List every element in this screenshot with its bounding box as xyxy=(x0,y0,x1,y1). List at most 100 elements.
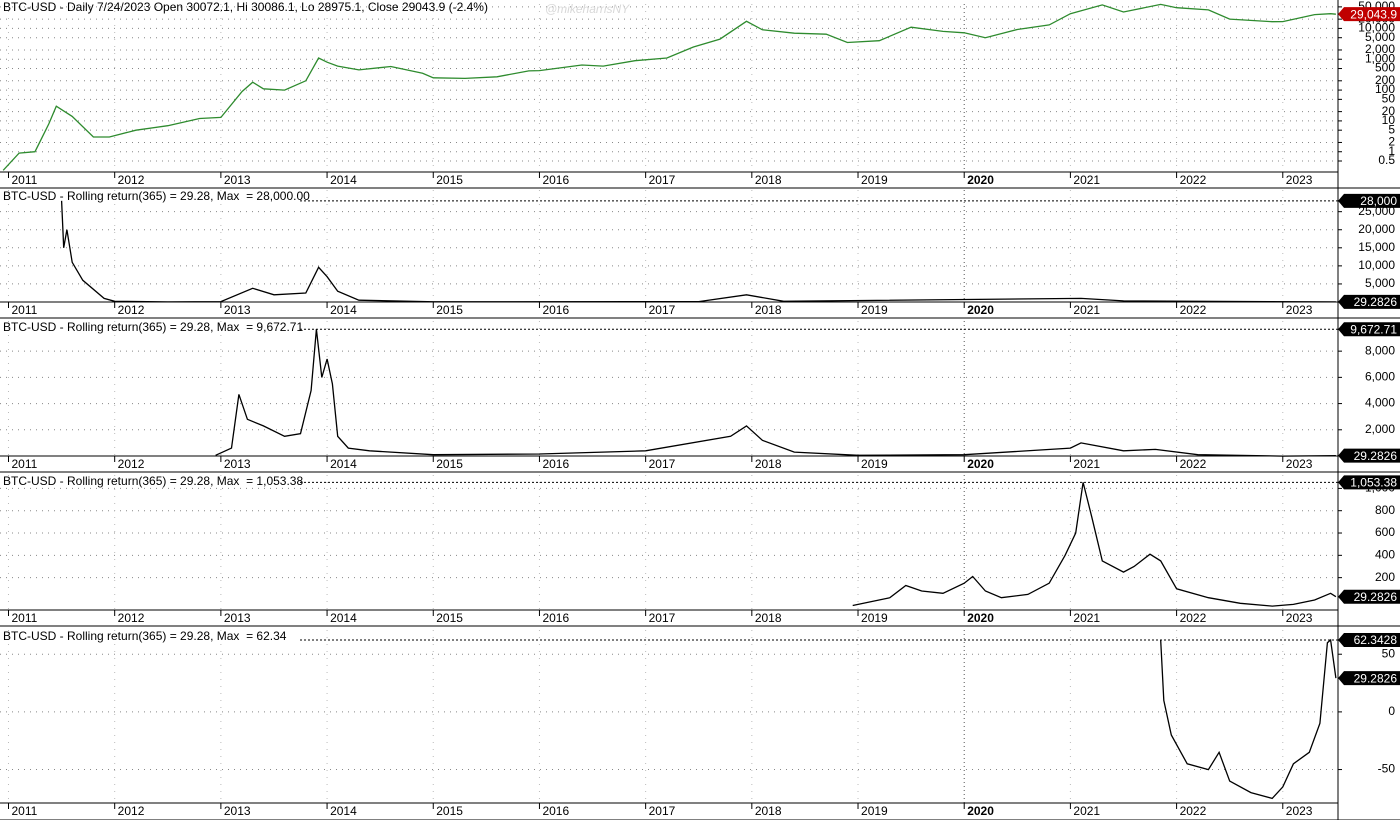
x-tick-label: 2011 xyxy=(11,804,37,818)
x-tick-label: 2019 xyxy=(861,303,888,317)
y-tick-label: 20 xyxy=(1382,104,1396,118)
x-tick-label: 2022 xyxy=(1180,611,1207,625)
y-tick-label: 5,000 xyxy=(1365,276,1395,290)
x-tick-label: 2014 xyxy=(330,804,357,818)
y-tick-label: 1 xyxy=(1388,144,1395,158)
x-tick-label: 2016 xyxy=(542,303,569,317)
value-box xyxy=(1338,322,1400,337)
panel-title: BTC-USD - Rolling return(365) = 29.28, M… xyxy=(3,189,310,203)
x-tick-label: 2013 xyxy=(224,457,251,471)
value-label: 28,000 xyxy=(1360,194,1397,208)
x-tick-label: 2020 xyxy=(967,173,994,187)
x-tick-label: 2012 xyxy=(118,804,145,818)
x-tick-label: 2017 xyxy=(649,804,676,818)
value-box xyxy=(1338,589,1400,604)
x-tick-label: 2023 xyxy=(1286,611,1313,625)
x-tick-label: 2019 xyxy=(861,457,888,471)
x-tick-label: 2015 xyxy=(436,611,463,625)
value-label: 29.2826 xyxy=(1354,671,1398,685)
y-tick-label: 8,000 xyxy=(1365,343,1395,357)
y-tick-label: 5 xyxy=(1388,122,1395,136)
x-tick-label: 2020 xyxy=(967,804,994,818)
price-line xyxy=(215,329,1336,457)
price-line xyxy=(60,200,1336,303)
x-tick-label: 2019 xyxy=(861,804,888,818)
x-tick-label: 2020 xyxy=(967,611,994,625)
x-tick-label: 2014 xyxy=(330,457,357,471)
x-tick-label: 2017 xyxy=(649,173,676,187)
x-tick-label: 2015 xyxy=(436,804,463,818)
x-tick-label: 2023 xyxy=(1286,457,1313,471)
x-tick-label: 2016 xyxy=(542,173,569,187)
y-tick-label: 0 xyxy=(1388,704,1395,718)
x-tick-label: 2017 xyxy=(649,303,676,317)
panel-title: BTC-USD - Daily 7/24/2023 Open 30072.1, … xyxy=(3,0,488,14)
y-tick-label: 2 xyxy=(1388,135,1395,149)
x-tick-label: 2018 xyxy=(755,611,782,625)
y-tick-label: 10 xyxy=(1382,113,1396,127)
value-box xyxy=(1338,448,1400,463)
x-tick-label: 2016 xyxy=(542,804,569,818)
value-label: 29.2826 xyxy=(1354,449,1398,463)
x-tick-label: 2022 xyxy=(1180,457,1207,471)
price-line xyxy=(1160,638,1337,800)
x-tick-label: 2015 xyxy=(436,173,463,187)
x-tick-label: 2014 xyxy=(330,611,357,625)
y-tick-label: 100 xyxy=(1375,82,1395,96)
value-box xyxy=(1338,671,1400,686)
y-tick-label: 2,000 xyxy=(1365,42,1395,56)
x-tick-label: 2012 xyxy=(118,611,145,625)
x-tick-label: 2016 xyxy=(542,611,569,625)
value-box xyxy=(1338,193,1400,208)
x-tick-label: 2015 xyxy=(436,303,463,317)
value-box xyxy=(1338,475,1400,490)
x-tick-label: 2011 xyxy=(11,303,37,317)
y-tick-label: 500 xyxy=(1375,61,1395,75)
value-label: 9,672.71 xyxy=(1350,322,1397,336)
y-tick-label: 0.5 xyxy=(1378,153,1395,167)
y-tick-label: 400 xyxy=(1375,548,1395,562)
y-tick-label: 200 xyxy=(1375,73,1395,87)
price-line xyxy=(852,482,1337,607)
x-tick-label: 2013 xyxy=(224,303,251,317)
value-label: 1,053.38 xyxy=(1350,476,1397,490)
x-tick-label: 2020 xyxy=(967,457,994,471)
x-tick-label: 2013 xyxy=(224,173,251,187)
x-tick-label: 2016 xyxy=(542,457,569,471)
value-label: 62.3428 xyxy=(1354,633,1398,647)
value-label: 29.2826 xyxy=(1354,590,1398,604)
panel-title: BTC-USD - Rolling return(365) = 29.28, M… xyxy=(3,474,303,488)
y-tick-label: 6,000 xyxy=(1365,370,1395,384)
x-tick-label: 2012 xyxy=(118,173,145,187)
panel-title: BTC-USD - Rolling return(365) = 29.28, M… xyxy=(3,320,303,334)
x-tick-label: 2011 xyxy=(11,457,37,471)
x-tick-label: 2018 xyxy=(755,804,782,818)
x-tick-label: 2015 xyxy=(436,457,463,471)
x-tick-label: 2019 xyxy=(861,173,888,187)
x-tick-label: 2018 xyxy=(755,303,782,317)
y-tick-label: -50 xyxy=(1378,762,1396,776)
watermark: @mikeharrisNY xyxy=(545,2,630,16)
price-line xyxy=(2,3,1336,171)
x-tick-label: 2021 xyxy=(1073,173,1100,187)
x-tick-label: 2021 xyxy=(1073,804,1100,818)
x-tick-label: 2018 xyxy=(755,173,782,187)
x-tick-label: 2011 xyxy=(11,611,37,625)
value-box xyxy=(1338,7,1400,22)
x-tick-label: 2020 xyxy=(967,303,994,317)
x-tick-label: 2022 xyxy=(1180,303,1207,317)
x-tick-label: 2014 xyxy=(330,303,357,317)
x-tick-label: 2011 xyxy=(11,173,37,187)
x-tick-label: 2017 xyxy=(649,457,676,471)
y-tick-label: 5,000 xyxy=(1365,30,1395,44)
x-tick-label: 2012 xyxy=(118,303,145,317)
value-label: 29.2826 xyxy=(1354,295,1398,309)
value-label: 29,043.9 xyxy=(1350,7,1397,21)
x-tick-label: 2022 xyxy=(1180,173,1207,187)
y-tick-label: 50 xyxy=(1382,92,1396,106)
x-tick-label: 2023 xyxy=(1286,173,1313,187)
x-tick-label: 2013 xyxy=(224,804,251,818)
x-tick-label: 2013 xyxy=(224,611,251,625)
